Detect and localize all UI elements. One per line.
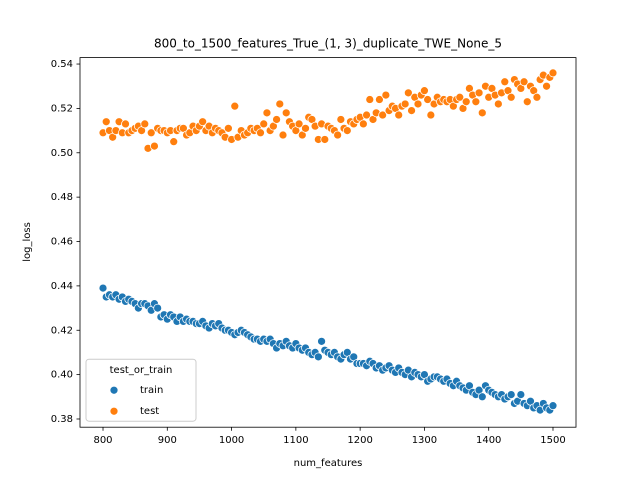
- point: [146, 128, 156, 138]
- point: [532, 92, 542, 102]
- y-tick-label: 0.46: [51, 237, 73, 248]
- x-tick-label: 900: [158, 435, 177, 446]
- x-tick-label: 1000: [219, 435, 244, 446]
- point: [455, 92, 465, 102]
- point: [262, 108, 272, 118]
- point: [420, 86, 429, 96]
- point: [278, 130, 288, 140]
- chart-title: 800_to_1500_features_True_(1, 3)_duplica…: [154, 37, 502, 51]
- point: [320, 135, 330, 144]
- point: [121, 119, 130, 129]
- point: [381, 90, 391, 100]
- y-tick-label: 0.42: [51, 325, 73, 336]
- legend-box: [85, 358, 197, 422]
- point: [471, 97, 481, 107]
- point: [500, 77, 510, 87]
- y-tick-label: 0.38: [51, 414, 73, 425]
- point: [362, 110, 371, 120]
- x-axis-label: num_features: [294, 458, 363, 469]
- point: [256, 128, 265, 138]
- y-tick-label: 0.50: [51, 148, 73, 159]
- point: [522, 97, 532, 107]
- point: [375, 95, 384, 104]
- legend-label: test: [140, 406, 159, 417]
- point: [272, 115, 281, 124]
- point: [548, 401, 558, 411]
- x-tick-label: 800: [93, 435, 112, 446]
- point: [477, 108, 487, 118]
- y-tick-label: 0.44: [51, 281, 73, 292]
- x-tick-label: 1400: [476, 435, 501, 446]
- point: [400, 99, 410, 109]
- x-tick-label: 1100: [283, 435, 308, 446]
- point: [275, 99, 285, 109]
- y-tick-label: 0.54: [51, 59, 73, 70]
- point: [423, 95, 433, 104]
- axes-frame: [79, 57, 577, 428]
- point: [313, 352, 323, 362]
- legend-title: test_or_train: [110, 365, 173, 376]
- point: [506, 92, 516, 102]
- point: [281, 108, 291, 118]
- point: [542, 81, 551, 91]
- point: [506, 390, 516, 399]
- legend-marker: [109, 406, 119, 416]
- point: [98, 283, 108, 293]
- point: [474, 88, 484, 98]
- point: [477, 392, 487, 402]
- point: [223, 123, 233, 133]
- x-tick-label: 1200: [347, 435, 372, 446]
- y-tick-label: 0.48: [51, 192, 73, 203]
- x-tick-label: 1500: [540, 435, 565, 446]
- y-axis-label: log_loss: [22, 222, 33, 262]
- point: [548, 68, 558, 78]
- point: [426, 110, 436, 120]
- legend-label: train: [140, 385, 163, 396]
- point: [342, 126, 352, 135]
- point: [169, 137, 179, 147]
- x-tick-label: 1300: [412, 435, 437, 446]
- point: [150, 141, 159, 151]
- point: [198, 117, 208, 127]
- point: [461, 97, 471, 107]
- point: [403, 88, 413, 98]
- point: [333, 130, 343, 140]
- point: [259, 119, 269, 129]
- y-tick-label: 0.40: [51, 370, 73, 381]
- point: [230, 101, 240, 111]
- y-tick-label: 0.52: [51, 103, 73, 114]
- point: [413, 99, 423, 109]
- point: [407, 106, 416, 115]
- point: [519, 77, 529, 87]
- point: [301, 123, 310, 133]
- point: [394, 110, 404, 120]
- point: [101, 117, 111, 127]
- point: [294, 119, 304, 129]
- point: [336, 115, 346, 124]
- point: [140, 119, 150, 129]
- point: [493, 99, 503, 109]
- point: [153, 303, 163, 313]
- legend-marker: [109, 385, 119, 395]
- point: [378, 110, 388, 120]
- point: [365, 95, 375, 104]
- point: [358, 119, 368, 129]
- point: [516, 390, 526, 399]
- point: [317, 336, 326, 346]
